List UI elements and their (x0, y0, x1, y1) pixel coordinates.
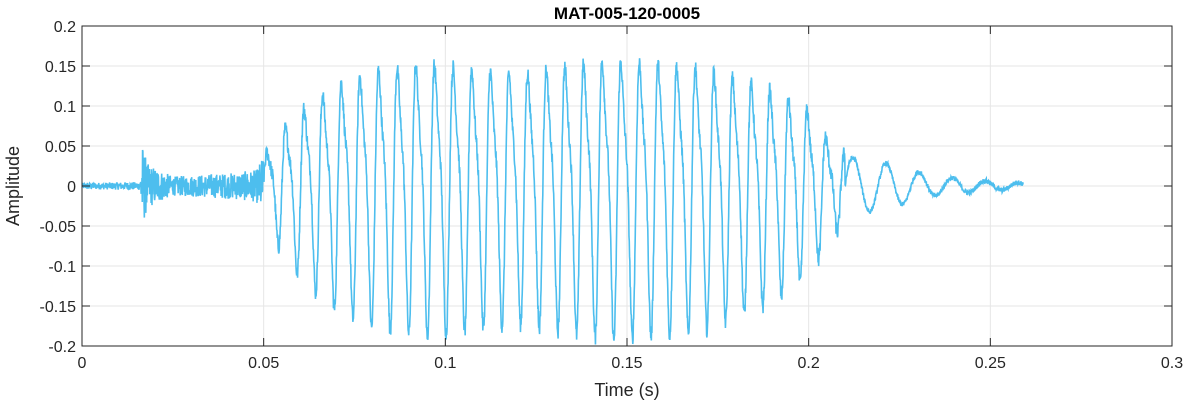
y-tick-label: 0.1 (54, 99, 76, 116)
plot-area (82, 58, 1024, 345)
y-axis-label: Amplitude (3, 146, 23, 226)
y-tick-label: -0.05 (40, 219, 77, 236)
x-tick-label: 0.05 (248, 355, 279, 372)
x-tick-label: 0 (78, 355, 87, 372)
x-tick-label: 0.3 (1161, 355, 1183, 372)
x-tick-label: 0.25 (975, 355, 1006, 372)
y-tick-label: 0.05 (45, 139, 76, 156)
y-tick-label: 0.2 (54, 19, 76, 36)
y-tick-label: 0 (67, 179, 76, 196)
y-tick-label: -0.2 (48, 339, 76, 356)
y-tick-label: -0.15 (40, 299, 77, 316)
ticks (81, 25, 1173, 347)
x-tick-labels: 0 0.05 0.1 0.15 0.2 0.25 0.3 (78, 355, 1184, 372)
x-tick-label: 0.1 (434, 355, 456, 372)
y-tick-label: -0.1 (48, 259, 76, 276)
y-tick-label: 0.15 (45, 59, 76, 76)
x-tick-label: 0.15 (611, 355, 642, 372)
x-tick-label: 0.2 (798, 355, 820, 372)
chart-title: MAT-005-120-0005 (554, 4, 700, 23)
series-line-amplitude (82, 58, 1024, 345)
grid (82, 26, 1172, 346)
x-axis-label: Time (s) (594, 380, 659, 400)
y-tick-labels: -0.2 -0.15 -0.1 -0.05 0 0.05 0.1 0.15 0.2 (40, 19, 77, 356)
